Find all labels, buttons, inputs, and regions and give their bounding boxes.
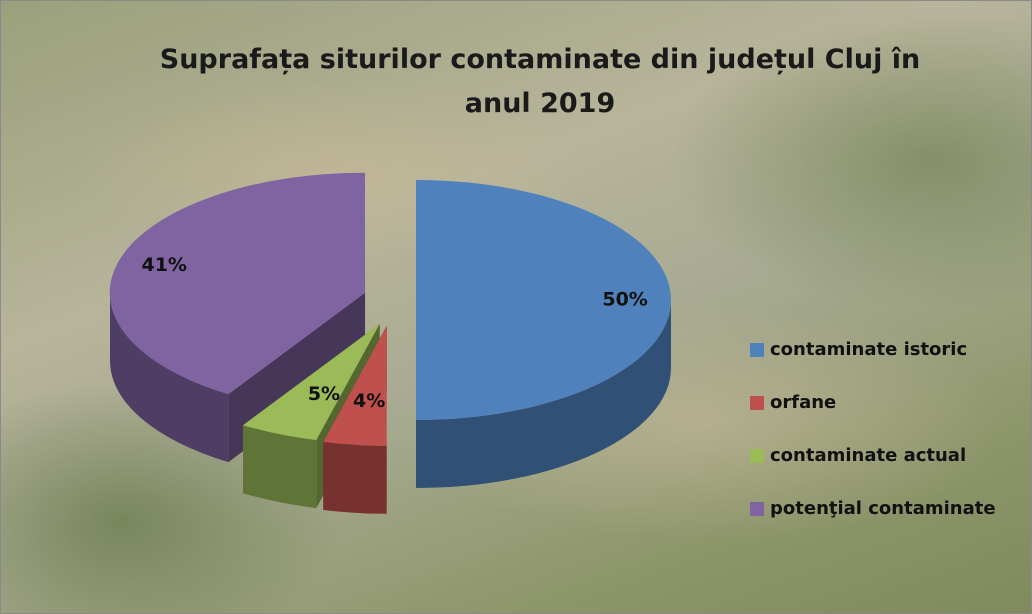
data-label: 4% (353, 390, 385, 412)
legend-label: potenţial contaminate (770, 498, 996, 519)
pie-slice (109, 172, 366, 395)
data-label: 41% (141, 254, 186, 276)
slice-side (243, 425, 317, 509)
chart-title: Suprafața siturilor contaminate din jude… (159, 44, 921, 119)
pie-slice (243, 323, 380, 441)
slice (416, 180, 671, 488)
slice-side (416, 300, 671, 488)
data-label: 5% (308, 383, 340, 405)
legend-swatch (750, 343, 764, 357)
legend-swatch (750, 449, 764, 463)
legend-label: contaminate actual (770, 445, 966, 466)
legend-label: orfane (770, 392, 836, 413)
legend-swatch (750, 396, 764, 410)
slice-side (323, 442, 387, 514)
slice-side (109, 292, 229, 463)
data-label: 50% (602, 289, 647, 311)
pie-slice (323, 325, 387, 446)
pie-slice (416, 180, 671, 420)
slice (323, 325, 387, 514)
legend-label: contaminate istoric (770, 339, 967, 360)
legend-swatch (750, 502, 764, 516)
